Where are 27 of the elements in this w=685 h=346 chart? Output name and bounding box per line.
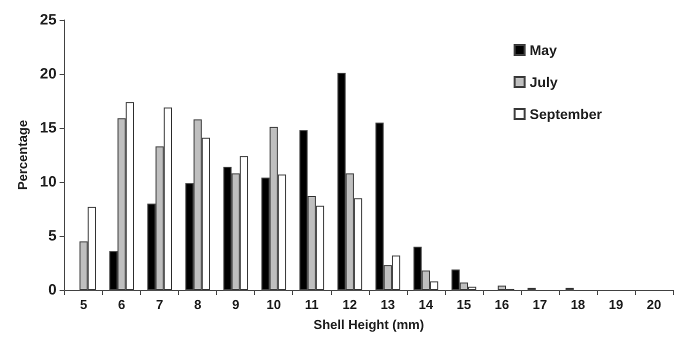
x-tick-label: 19 (608, 297, 624, 312)
y-tick-label: 10 (40, 174, 57, 190)
y-tick-label: 15 (40, 120, 57, 136)
x-tick-label: 8 (194, 297, 202, 312)
y-tick-label: 5 (48, 228, 57, 244)
y-tick-label: 25 (40, 12, 57, 28)
legend-label: September (530, 106, 603, 122)
x-tick-label: 18 (570, 297, 586, 312)
x-tick-label: 12 (342, 297, 358, 312)
y-axis-title: Percentage (15, 120, 30, 190)
x-tick-label: 6 (118, 297, 126, 312)
x-axis-title: Shell Height (mm) (314, 317, 424, 332)
y-tick-label: 20 (40, 66, 57, 82)
legend-label: May (530, 42, 558, 58)
x-tick-label: 17 (532, 297, 548, 312)
x-tick-label: 10 (266, 297, 281, 312)
legend-label: July (530, 74, 558, 90)
x-tick-label: 5 (80, 297, 88, 312)
x-tick-label: 15 (456, 297, 472, 312)
x-tick-label: 7 (156, 297, 164, 312)
x-tick-label: 13 (380, 297, 396, 312)
x-tick-label: 20 (646, 297, 662, 312)
x-tick-label: 9 (232, 297, 240, 312)
x-tick-label: 16 (494, 297, 510, 312)
x-tick-label: 11 (304, 297, 319, 312)
y-tick-label: 0 (48, 282, 57, 298)
x-tick-label: 14 (418, 297, 434, 312)
